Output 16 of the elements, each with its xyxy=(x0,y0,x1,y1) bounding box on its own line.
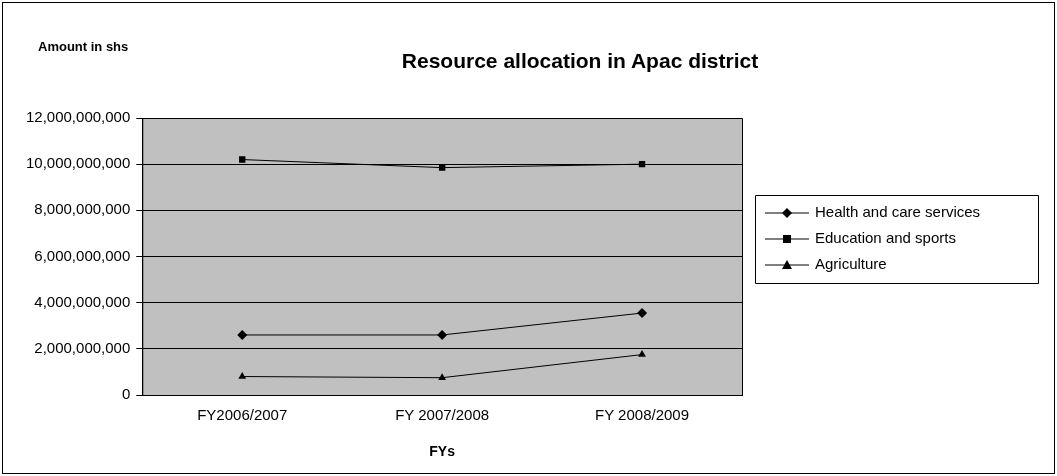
legend-label: Education and sports xyxy=(815,229,956,247)
legend-label: Health and care services xyxy=(815,203,981,221)
x-tick-label: FY2006/2007 xyxy=(197,406,288,424)
x-tick-label: FY 2007/2008 xyxy=(395,406,490,424)
chart-title: Resource allocation in Apac district xyxy=(401,48,759,72)
y-tick-label: 6,000,000,000 xyxy=(34,246,131,264)
x-tick-label: FY 2008/2009 xyxy=(595,406,690,424)
y-tick-label: 2,000,000,000 xyxy=(34,338,131,356)
y-tick-label: 0 xyxy=(121,385,131,403)
y-tick-label: 8,000,000,000 xyxy=(34,200,131,218)
legend-label: Agriculture xyxy=(815,255,887,273)
y-tick-label: 12,000,000,000 xyxy=(25,108,131,126)
x-axis-title: FYs xyxy=(429,442,456,459)
y-tick-label: 4,000,000,000 xyxy=(34,292,131,310)
y-tick-label: 10,000,000,000 xyxy=(25,154,131,172)
y-axis-title: Amount in shs xyxy=(38,38,129,54)
